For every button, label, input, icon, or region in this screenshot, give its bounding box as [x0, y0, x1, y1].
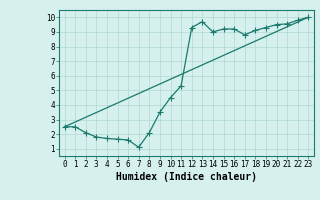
X-axis label: Humidex (Indice chaleur): Humidex (Indice chaleur) [116, 172, 257, 182]
